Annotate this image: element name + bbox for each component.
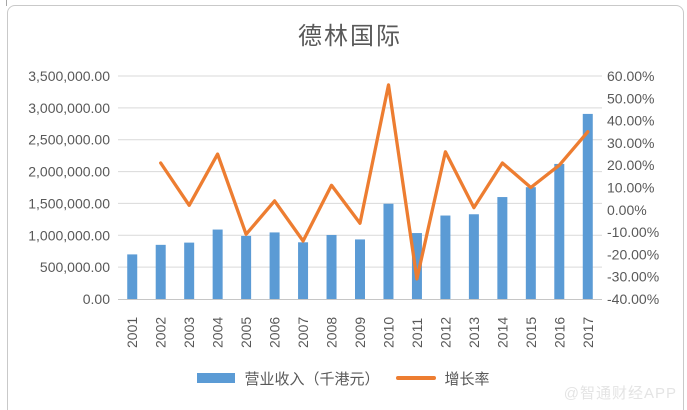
x-axis-label-2012: 2012 <box>437 317 453 348</box>
bar-2013 <box>468 214 479 299</box>
x-axis-label-2011: 2011 <box>409 318 425 348</box>
x-axis-label-2001: 2001 <box>124 317 140 348</box>
bar-2015 <box>525 187 536 299</box>
chart-title: 德林国际 <box>298 23 402 50</box>
bar-2009 <box>355 239 365 299</box>
bar-2002 <box>155 244 166 299</box>
y-axis-label: 0.00 <box>83 291 110 307</box>
x-axis-label-2010: 2010 <box>380 317 396 348</box>
x-axis-label-2014: 2014 <box>494 317 510 348</box>
bar-2003 <box>184 242 195 299</box>
legend-bar-swatch <box>197 373 236 383</box>
bar-2012 <box>440 215 451 299</box>
y-axis-label: 1,000,000.00 <box>28 227 110 243</box>
right-axis-label: 10.00% <box>607 180 654 196</box>
x-axis-label-2015: 2015 <box>523 317 539 348</box>
right-axis-label: -10.00% <box>607 224 659 240</box>
right-axis-label: 20.00% <box>607 157 654 173</box>
bar-2014 <box>497 197 508 299</box>
right-axis-label: -30.00% <box>607 269 659 285</box>
right-axis-label: 50.00% <box>607 90 654 106</box>
legend-line-swatch <box>395 376 436 380</box>
x-axis-label-2008: 2008 <box>324 317 340 348</box>
right-axis-label: 40.00% <box>607 113 654 129</box>
x-axis-label-2013: 2013 <box>466 317 482 348</box>
legend-line-label: 增长率 <box>444 370 490 388</box>
right-axis-label: -20.00% <box>607 246 659 262</box>
y-axis-label: 3,500,000.00 <box>28 68 110 84</box>
bar-2004 <box>212 229 223 299</box>
bar-2016 <box>554 163 565 299</box>
x-axis-label-2017: 2017 <box>580 317 596 348</box>
bar-2007 <box>298 242 309 299</box>
right-axis-label: 60.00% <box>607 68 654 84</box>
bar-2011 <box>411 233 422 299</box>
watermark: @智通财经APP <box>563 385 677 402</box>
right-axis-label: 0.00% <box>607 202 647 218</box>
x-axis-label-2006: 2006 <box>267 317 283 348</box>
x-axis-label-2009: 2009 <box>352 317 368 348</box>
y-axis-label: 3,000,000.00 <box>28 100 110 116</box>
x-axis-label-2003: 2003 <box>181 317 197 348</box>
bar-2001 <box>127 254 138 299</box>
bar-2017 <box>582 113 593 299</box>
bar-2010 <box>383 203 394 299</box>
x-axis-label-2007: 2007 <box>295 317 311 348</box>
x-axis-label-2016: 2016 <box>551 317 567 348</box>
y-axis-label: 2,000,000.00 <box>28 164 110 180</box>
bar-2008 <box>326 234 337 299</box>
legend: 营业收入（千港元） 增长率 <box>0 368 687 388</box>
bar-2005 <box>241 235 252 299</box>
x-axis-label-2002: 2002 <box>153 317 169 348</box>
chart-border <box>7 5 684 410</box>
y-axis-label: 500,000.00 <box>40 259 110 275</box>
bar-2006 <box>269 232 280 299</box>
legend-bar-label: 营业收入（千港元） <box>244 370 380 388</box>
right-axis-label: 30.00% <box>607 135 654 151</box>
x-axis-label-2004: 2004 <box>210 317 226 348</box>
y-axis-label: 1,500,000.00 <box>28 195 110 211</box>
y-axis-label: 2,500,000.00 <box>28 132 110 148</box>
growth-line <box>159 83 590 281</box>
right-axis-label: -40.00% <box>607 291 659 307</box>
spreadsheet-gridline <box>6 0 7 6</box>
x-axis-label-2005: 2005 <box>238 317 254 348</box>
